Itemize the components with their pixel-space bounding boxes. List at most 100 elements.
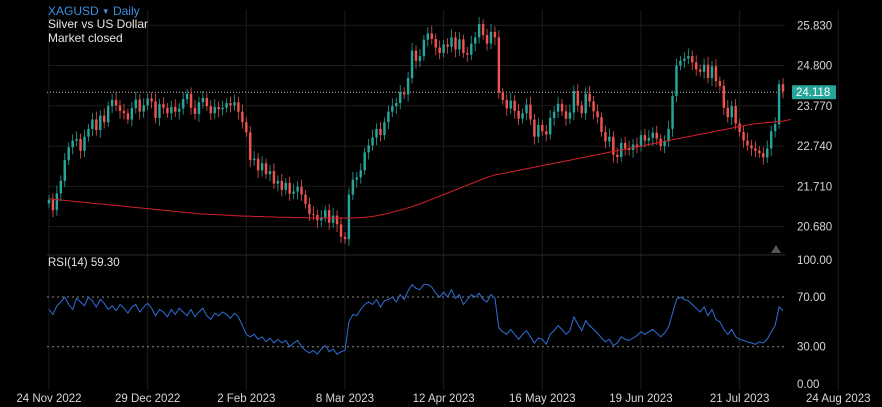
candle-body (395, 103, 398, 107)
candle-body (359, 170, 362, 178)
candle-body (154, 101, 157, 118)
candle-body (158, 104, 161, 118)
candle-body (114, 99, 118, 106)
candle-body (343, 236, 347, 240)
candle-body (493, 31, 497, 38)
candle-body (375, 128, 378, 138)
candle-body (671, 96, 674, 129)
candle-body (552, 111, 556, 118)
candle-body (276, 180, 280, 184)
candle-body (150, 98, 153, 102)
candle-body (714, 66, 718, 82)
rsi-line (48, 283, 784, 355)
candle-body (592, 101, 595, 112)
time-tick-label: 2 Feb 2023 (217, 393, 275, 405)
candle-body (750, 145, 753, 149)
candle-body (83, 136, 86, 151)
candle-body (505, 99, 508, 109)
candle-body (304, 194, 307, 204)
candle-body (181, 99, 185, 109)
candle-body (134, 99, 138, 109)
symbol-selector[interactable]: XAGUSD ▼ Daily (48, 4, 140, 19)
candle-body (280, 180, 284, 190)
candle-body (596, 111, 599, 118)
candle-body (47, 199, 51, 204)
candle-body (79, 139, 82, 151)
candle-body (473, 37, 477, 44)
candle-body (754, 148, 757, 151)
candle-body (174, 106, 177, 112)
candle-body (324, 210, 327, 218)
candle-body (769, 131, 773, 149)
candle-body (205, 97, 209, 107)
candle-body (241, 111, 244, 123)
candle-body (781, 84, 785, 92)
scroll-to-latest-icon[interactable] (771, 245, 781, 253)
candle-body (766, 148, 769, 158)
candle-body (284, 182, 287, 190)
candle-body (580, 105, 583, 114)
candle-body (730, 106, 733, 118)
candle-body (363, 152, 366, 171)
candle-body (264, 163, 268, 175)
candle-body (773, 124, 777, 132)
candle-body (738, 123, 741, 132)
candle-body (616, 154, 619, 158)
price-tick-label: 25.830 (797, 20, 832, 32)
candle-body (383, 122, 386, 136)
time-tick-label: 16 May 2023 (509, 393, 576, 405)
current-price-badge-bg (792, 85, 836, 100)
price-tick-label: 23.770 (797, 101, 832, 113)
candle-body (537, 124, 540, 137)
candle-body (67, 147, 70, 161)
candle-body (556, 103, 560, 112)
candle-body (398, 92, 402, 104)
candle-body (296, 186, 299, 192)
price-tick-label: 24.800 (797, 61, 832, 73)
interval-label: Daily (112, 4, 140, 18)
price-tick-label: 20.680 (797, 222, 832, 234)
candle-body (623, 142, 627, 149)
candle-body (229, 103, 232, 106)
candle-body (667, 128, 670, 142)
candle-body (746, 140, 749, 146)
rsi-tick-label: 70.00 (797, 292, 826, 304)
time-tick-label: 24 Aug 2023 (806, 393, 871, 405)
chart-grid (47, 10, 839, 390)
candle-body (497, 37, 501, 93)
candle-body (442, 44, 445, 54)
candle-body (501, 92, 505, 100)
candle-body (402, 92, 406, 95)
candle-body (777, 84, 781, 125)
candle-body (470, 43, 473, 55)
rsi-tick-label: 100.00 (797, 255, 832, 267)
candle-body (312, 214, 315, 216)
candle-body (170, 106, 173, 114)
candle-body (292, 191, 295, 194)
candle-body (308, 203, 311, 215)
candle-body (576, 90, 580, 106)
candle-body (256, 158, 260, 171)
candle-body (166, 107, 169, 114)
candle-body (106, 106, 110, 123)
candle-body (51, 199, 55, 211)
candle-body (722, 85, 726, 108)
candle-body (438, 47, 441, 54)
candle-body (371, 137, 374, 146)
candle-body (600, 117, 603, 132)
candle-body (477, 24, 481, 38)
candle-body (237, 102, 240, 112)
candle-body (217, 106, 220, 110)
candle-body (233, 102, 236, 106)
candle-body (162, 104, 165, 108)
candle-body (548, 117, 552, 135)
moving-average-line (48, 119, 792, 219)
candle-body (288, 182, 291, 194)
chevron-down-icon: ▼ (101, 7, 110, 16)
candle-body (726, 107, 729, 118)
candle-body (612, 136, 615, 155)
candle-body (63, 160, 66, 181)
candle-body (742, 132, 745, 141)
candle-body (379, 128, 382, 136)
